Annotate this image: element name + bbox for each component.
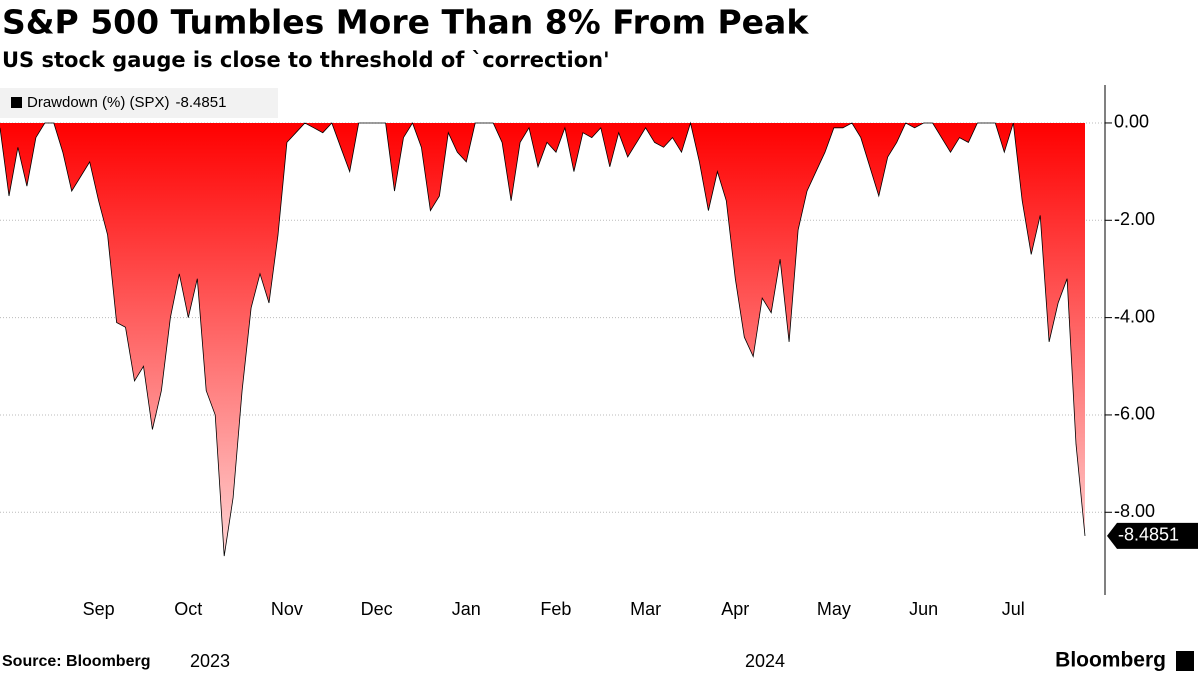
area: [0, 122, 1085, 557]
x-tick-label: Nov: [271, 599, 303, 619]
legend-swatch: [11, 97, 22, 108]
last-value-label: -8.4851: [1118, 525, 1179, 545]
y-tick-label: 0.00: [1114, 112, 1149, 132]
y-tick-label: -8.00: [1114, 501, 1155, 521]
line: [0, 121, 1086, 557]
x-tick-label: Apr: [721, 599, 749, 619]
x-tick-label: Sep: [83, 599, 115, 619]
x-tick-label: May: [817, 599, 851, 619]
chart-title: S&P 500 Tumbles More Than 8% From Peak: [2, 3, 809, 42]
x-tick-label: Dec: [361, 599, 393, 619]
plot-area: 0.00 -2.00 -4.00 -6.00 -8.00 -8.4851 Sep Oct Nov…: [0, 85, 1198, 619]
source: Source: Bloomberg: [2, 653, 150, 670]
legend: [0, 88, 278, 118]
year-label: 2023: [190, 651, 230, 671]
brand: Bloomberg: [1055, 649, 1166, 672]
x-tick-label: Mar: [630, 599, 661, 619]
x-tick-label: Feb: [540, 599, 571, 619]
brand-icon: [1176, 651, 1194, 671]
y-tick-label: -6.00: [1114, 404, 1155, 424]
x-tick-label: Jun: [909, 599, 938, 619]
chart-subtitle: US stock gauge is close to threshold of …: [2, 48, 610, 72]
x-tick-label: Oct: [174, 599, 202, 619]
x-tick-label: Jul: [1002, 599, 1025, 619]
y-tick-label: -2.00: [1114, 209, 1155, 229]
legend-label: Drawdown (%) (SPX): [27, 94, 170, 111]
last-value-box: [1107, 522, 1198, 549]
y-tick-label: -4.00: [1114, 306, 1155, 326]
legend-value: -8.4851: [176, 94, 227, 111]
x-tick-label: Jan: [452, 599, 481, 619]
year-label: 2024: [745, 651, 785, 671]
